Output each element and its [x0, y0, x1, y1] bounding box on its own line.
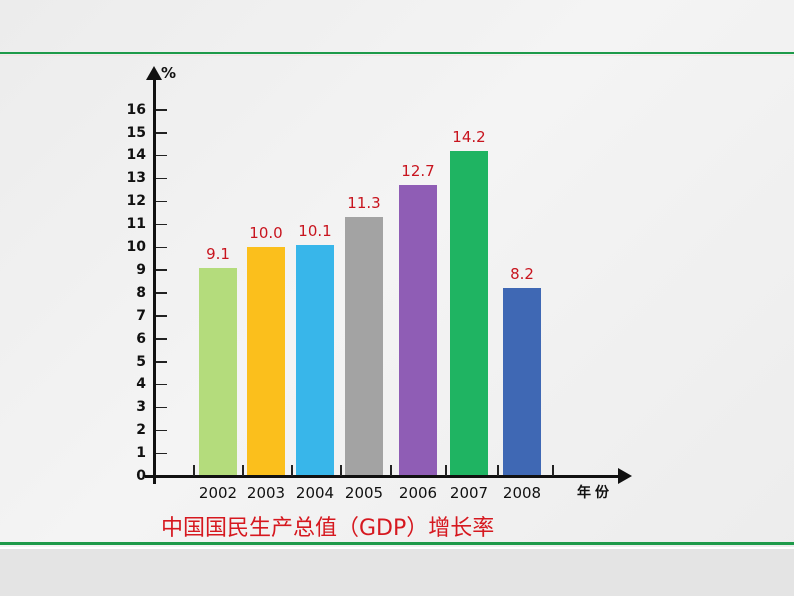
x-tick-mark — [497, 465, 499, 476]
y-tick-mark — [156, 200, 167, 203]
x-tick-label: 2007 — [449, 484, 489, 502]
bar-value-label: 11.3 — [347, 194, 381, 213]
x-axis-arrow-icon — [618, 468, 632, 484]
y-tick-mark — [156, 132, 167, 134]
x-tick-mark — [445, 465, 447, 476]
y-tick-label: 16 — [126, 101, 146, 118]
bar-value-label: 10.0 — [249, 224, 283, 242]
bottom-green-rule — [0, 542, 794, 545]
bar-value-label: 10.1 — [298, 221, 332, 240]
y-tick-mark — [156, 246, 167, 248]
bar-2005 — [345, 217, 383, 475]
y-tick-label: 13 — [126, 170, 146, 187]
x-tick-mark — [340, 465, 342, 476]
x-tick-label: 2002 — [198, 484, 238, 502]
y-tick-mark — [156, 452, 167, 455]
y-tick-mark — [156, 315, 167, 317]
bar-2006 — [399, 185, 437, 475]
y-tick-mark — [156, 383, 167, 386]
y-tick-mark — [156, 292, 167, 294]
bar-2007 — [450, 150, 488, 475]
bar-2002 — [199, 267, 237, 475]
top-green-rule — [0, 52, 794, 54]
y-axis-arrow-icon — [146, 66, 162, 80]
bar-2004 — [296, 244, 334, 475]
y-tick-label: 12 — [126, 193, 146, 210]
x-tick-label: 2006 — [398, 484, 438, 502]
bar-2008 — [503, 288, 541, 475]
y-tick-label: 0 — [136, 468, 146, 484]
y-tick-label: 4 — [136, 376, 146, 393]
y-tick-label: 8 — [136, 284, 146, 301]
x-tick-mark — [291, 465, 293, 476]
y-tick-label: 15 — [126, 124, 146, 141]
y-axis-label: % — [161, 64, 177, 82]
y-tick-label: 14 — [126, 147, 146, 164]
x-axis-label: 年份 — [577, 485, 613, 501]
x-tick-mark — [193, 465, 195, 476]
y-tick-label: 6 — [136, 330, 146, 347]
bar-2003 — [247, 247, 285, 475]
y-tick-label: 9 — [136, 261, 146, 278]
x-tick-mark — [390, 465, 392, 476]
y-tick-mark — [156, 223, 167, 226]
y-tick-label: 3 — [136, 399, 146, 416]
top-rule-accent — [0, 55, 794, 56]
x-tick-label: 2008 — [502, 484, 542, 502]
x-tick-label: 2005 — [344, 484, 384, 502]
y-tick-mark — [156, 269, 167, 271]
footer-band — [0, 549, 794, 596]
bar-value-label: 14.2 — [452, 127, 486, 146]
chart-title: 中国国民生产总值（GDP）增长率 — [161, 516, 495, 541]
y-axis — [153, 76, 156, 484]
y-tick-label: 5 — [136, 353, 146, 370]
x-axis — [145, 475, 622, 478]
y-tick-mark — [156, 338, 167, 340]
x-tick-mark — [552, 465, 554, 476]
y-tick-mark — [156, 109, 167, 111]
y-tick-label: 10 — [126, 239, 146, 255]
y-tick-label: 2 — [136, 422, 146, 439]
x-tick-label: 2003 — [246, 484, 286, 502]
bar-value-label: 8.2 — [510, 265, 534, 284]
bar-value-label: 12.7 — [401, 162, 435, 181]
y-tick-label: 1 — [136, 445, 146, 462]
x-tick-mark — [242, 465, 244, 476]
x-tick-label: 2004 — [295, 484, 335, 502]
y-tick-mark — [156, 361, 167, 363]
y-tick-label: 7 — [136, 307, 146, 324]
y-tick-mark — [156, 154, 167, 157]
bar-value-label: 9.1 — [206, 244, 230, 263]
y-tick-mark — [156, 429, 167, 432]
y-tick-mark — [156, 406, 167, 409]
y-tick-label: 11 — [126, 216, 146, 233]
bottom-rule-accent — [0, 547, 794, 549]
y-tick-mark — [156, 177, 167, 180]
